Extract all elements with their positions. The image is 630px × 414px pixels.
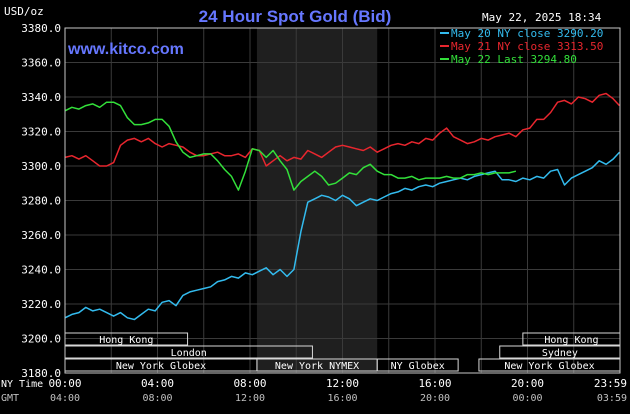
y-tick-label: 3200.0	[21, 333, 61, 346]
x-tick-label: 16:00	[327, 393, 357, 404]
session-label: New York Globex	[116, 361, 206, 372]
y-axis-ticks: 3180.0 3200.0 3220.0 3240.0 3260.0 3280.0 3300…	[21, 22, 61, 380]
price-series	[64, 92, 621, 321]
y-tick-label: 3360.0	[21, 57, 61, 70]
y-tick-label: 3380.0	[21, 22, 61, 35]
plot-border	[64, 27, 621, 374]
trading-sessions: Hong Kong Hong Kong London Sydney New York G…	[64, 332, 621, 372]
session-label: New York Globex	[504, 361, 594, 372]
x-tick-label: 20:00	[420, 393, 450, 404]
y-tick-label: 3340.0	[21, 91, 61, 104]
legend: May 20 NY close 3290.20 May 21 NY close …	[440, 27, 603, 66]
session-label: NY Globex	[391, 361, 445, 372]
x-tick-label: 08:00	[142, 393, 172, 404]
session-label: New York NYMEX	[275, 361, 359, 372]
series-may20-line	[64, 151, 621, 321]
legend-label-may22: May 22 Last 3294.80	[451, 53, 577, 66]
session-box	[376, 358, 459, 372]
x-tick-label: 20:00	[511, 377, 544, 390]
y-axis-label: USD/oz	[4, 5, 44, 18]
x-tick-label: 04:00	[50, 393, 80, 404]
x-tick-label: 00:00	[48, 377, 81, 390]
session-label: London	[171, 348, 207, 359]
x-axis-row-label: NY Time	[1, 379, 43, 390]
y-tick-label: 3280.0	[21, 195, 61, 208]
x-tick-label: 00:00	[512, 393, 542, 404]
series-may22-line	[64, 101, 517, 191]
x-tick-label: 16:00	[418, 377, 451, 390]
x-tick-label: 23:59	[594, 377, 627, 390]
chart-title: 24 Hour Spot Gold (Bid)	[199, 7, 392, 26]
x-tick-label: 04:00	[141, 377, 174, 390]
y-tick-label: 3220.0	[21, 298, 61, 311]
x-axis-ticks: NY Time 00:00 04:00 08:00 12:00 16:00 20:00 23:…	[1, 377, 627, 404]
session-label: Hong Kong	[544, 335, 598, 346]
x-tick-label: 03:59	[597, 393, 627, 404]
x-axis-row-label: GMT	[1, 393, 19, 404]
grid-lines	[64, 27, 621, 374]
session-label: Sydney	[542, 348, 578, 359]
x-tick-label: 12:00	[235, 393, 265, 404]
session-label: Hong Kong	[99, 335, 153, 346]
y-tick-label: 3260.0	[21, 229, 61, 242]
x-tick-label: 08:00	[233, 377, 266, 390]
legend-label-may20: May 20 NY close 3290.20	[451, 27, 603, 40]
series-may21-line	[64, 92, 621, 167]
y-tick-label: 3180.0	[21, 367, 61, 380]
chart-timestamp: May 22, 2025 18:34	[482, 11, 602, 24]
y-tick-label: 3300.0	[21, 160, 61, 173]
x-tick-label: 12:00	[326, 377, 359, 390]
y-tick-label: 3240.0	[21, 264, 61, 277]
y-tick-label: 3320.0	[21, 126, 61, 139]
legend-label-may21: May 21 NY close 3313.50	[451, 40, 603, 53]
kitco-watermark: www.kitco.com	[67, 41, 184, 58]
